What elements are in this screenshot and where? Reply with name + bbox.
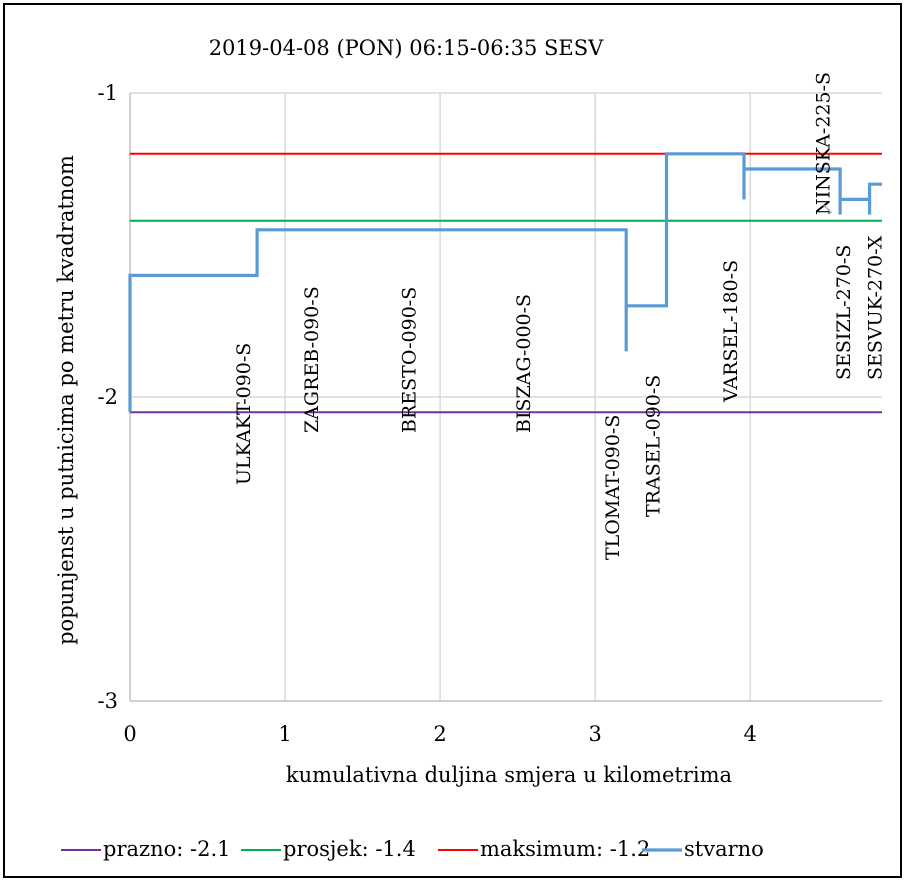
x-tick-label-4: 4 (744, 722, 757, 746)
x-tick-label-1: 1 (278, 722, 291, 746)
callout-leader (822, 204, 833, 214)
chart-svg: 0 1 2 3 4 -1 -2 -3 ULKAKT-090-S ZAGREB-090-S BRES… (54, 36, 887, 861)
station-label-4: TLOMAT-090-S (602, 415, 624, 560)
legend-label-1: prosjek: -1.4 (283, 837, 416, 861)
legend-label-0: prazno: -2.1 (103, 837, 230, 861)
grid (130, 92, 882, 701)
x-tick-label-3: 3 (588, 722, 601, 746)
station-label-1: ZAGREB-090-S (301, 286, 323, 433)
x-tick-label-0: 0 (123, 722, 136, 746)
station-label-5: TRASEL-090-S (643, 375, 665, 517)
series-layer (128, 152, 882, 414)
y-tick-label-2: -3 (98, 689, 118, 713)
station-label-0: ULKAKT-090-S (233, 343, 255, 485)
station-label-8: SESIZL-270-S (833, 245, 855, 380)
legend-label-3: stvarno (684, 837, 764, 861)
station-label-2: BRESTO-090-S (399, 287, 421, 433)
station-label-7: NINSKA-225-S (813, 72, 835, 215)
y-tick-label-1: -2 (98, 385, 118, 409)
x-tick-label-2: 2 (433, 722, 446, 746)
station-label-3: BISZAG-000-S (513, 294, 535, 433)
y-tick-label-0: -1 (98, 81, 118, 105)
annotations: ULKAKT-090-S ZAGREB-090-S BRESTO-090-S BISZ… (233, 72, 887, 560)
chart-title: 2019-04-08 (PON) 06:15-06:35 SESV (209, 36, 604, 60)
chart-frame: 0 1 2 3 4 -1 -2 -3 ULKAKT-090-S ZAGREB-090-S BRES… (3, 3, 902, 878)
y-axis-label: popunjenst u putnicima po metru kvadratn… (54, 155, 78, 645)
legend: prazno: -2.1 prosjek: -1.4 maksimum: -1.2 s… (61, 837, 764, 861)
series-line-3 (128, 152, 882, 413)
station-label-9: SESVUK-270-X (865, 235, 887, 380)
x-axis-label: kumulativna duljina smjera u kilometrima (286, 763, 732, 787)
tick-labels: 0 1 2 3 4 -1 -2 -3 (98, 81, 757, 746)
legend-label-2: maksimum: -1.2 (480, 837, 650, 861)
station-label-6: VARSEL-180-S (720, 260, 742, 403)
